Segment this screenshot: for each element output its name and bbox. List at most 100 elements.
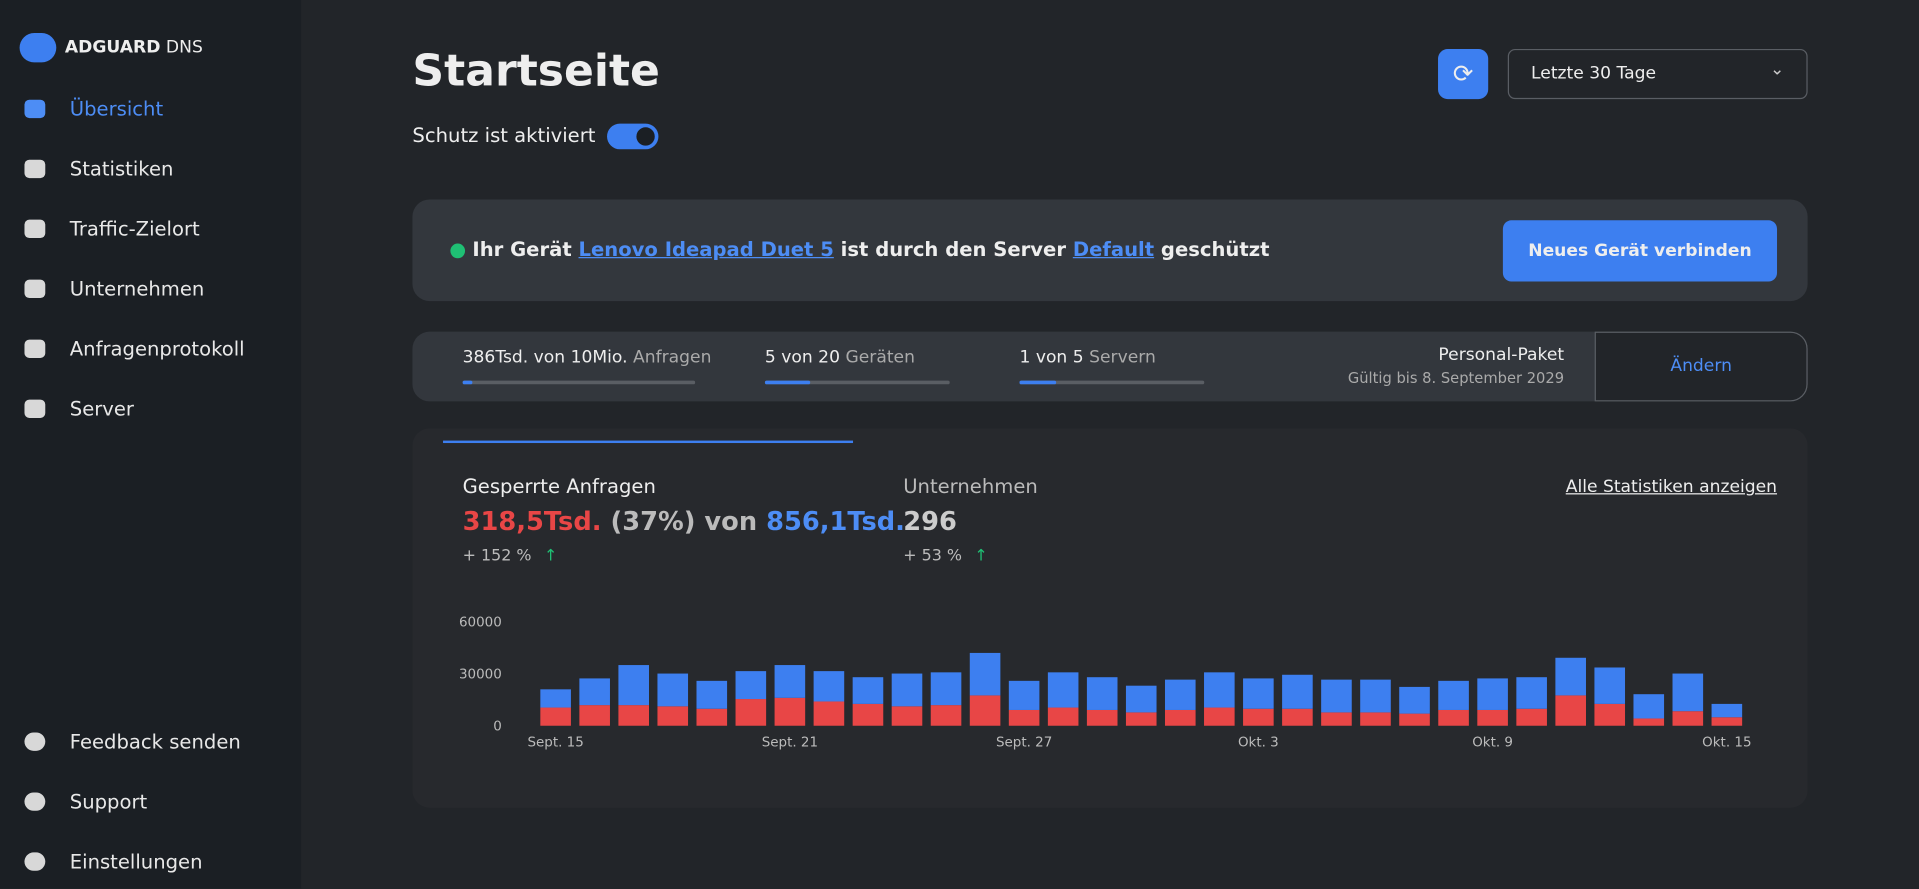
bar-segment <box>774 665 806 698</box>
plan-name: Personal-Paket <box>1438 345 1565 365</box>
nav-item[interactable]: Unternehmen <box>69 277 205 301</box>
protection-label: Schutz ist aktiviert <box>412 123 596 147</box>
bar-segment <box>891 673 923 707</box>
stat-value: 318,5Tsd. (37%) von 856,1Tsd. <box>463 507 905 536</box>
bar-segment <box>813 701 845 726</box>
bar-segment <box>1125 685 1157 713</box>
nav-item[interactable]: Support <box>69 789 148 814</box>
nav-item[interactable]: Anfragenprotokoll <box>69 337 245 361</box>
usage-card <box>412 331 1808 402</box>
nav-icon <box>24 852 46 871</box>
usage-unit: Servern <box>1089 347 1156 368</box>
bar-segment <box>540 689 571 708</box>
bar-segment <box>1594 667 1626 704</box>
bar-segment <box>852 677 884 704</box>
bar-segment <box>618 665 650 706</box>
nav-icon <box>24 219 46 239</box>
nav-item[interactable]: Einstellungen <box>69 849 203 874</box>
bar-segment <box>1204 707 1235 726</box>
bar-segment <box>657 706 689 726</box>
stat-label: Gesperrte Anfragen <box>462 474 656 499</box>
bar-segment <box>1086 677 1118 710</box>
status-dot <box>450 243 466 259</box>
nav-item[interactable]: Feedback senden <box>69 730 241 754</box>
logo <box>19 33 57 63</box>
bar-segment <box>579 705 610 726</box>
usage-unit: Anfragen <box>632 347 712 368</box>
bar-segment <box>1477 709 1508 726</box>
period-value: Letzte 30 Tage <box>1531 63 1657 84</box>
bar-segment <box>1164 679 1196 710</box>
tab-indicator <box>443 440 854 444</box>
plan-valid: Gültig bis 8. September 2029 <box>1347 369 1565 387</box>
text: geschützt <box>1160 237 1270 261</box>
progress <box>764 380 950 385</box>
connect-button[interactable]: Neues Gerät verbinden <box>1502 220 1778 282</box>
usage-amount: 386Tsd. von 10Mio. <box>462 347 628 368</box>
banner-text: Ihr Gerät Lenovo Ideapad Duet 5 ist durc… <box>472 237 1269 260</box>
bar-segment <box>1477 678 1508 710</box>
bar-segment <box>1282 708 1313 726</box>
bar-segment <box>930 705 962 726</box>
bar-segment <box>1125 712 1157 726</box>
brand-product: DNS <box>165 37 203 58</box>
bar-segment <box>1672 711 1704 726</box>
total-value: 856,1Tsd. <box>766 506 905 537</box>
y-tick-label: 0 <box>493 720 502 735</box>
text: Ihr Gerät <box>472 237 572 261</box>
bar-segment <box>852 703 884 726</box>
bar-segment <box>1555 695 1586 726</box>
bar-segment <box>1516 708 1547 726</box>
bar-segment <box>891 706 923 726</box>
bar-segment <box>1633 694 1665 719</box>
bar-segment <box>1321 679 1352 713</box>
refresh-button[interactable]: ⟳ <box>1438 48 1489 100</box>
bar-segment <box>1555 657 1586 696</box>
bar-segment <box>1243 678 1274 709</box>
period-select[interactable]: Letzte 30 Tage ⌄ <box>1507 48 1808 100</box>
bar-segment <box>1399 713 1430 726</box>
usage-stat: 1 von 5 Servern <box>1019 348 1155 368</box>
nav-icon <box>24 99 46 119</box>
bar-segment <box>696 680 728 709</box>
server-link[interactable]: Default <box>1072 237 1155 261</box>
bar-segment <box>735 671 767 700</box>
usage-stat: 5 von 20 Geräten <box>765 348 915 368</box>
page-title: Startseite <box>412 46 660 97</box>
sidebar <box>0 0 302 889</box>
all-stats-link[interactable]: Alle Statistiken anzeigen <box>1565 477 1778 497</box>
stats-card <box>412 428 1808 808</box>
bar-segment <box>1360 712 1391 726</box>
nav-item[interactable]: Traffic-Zielort <box>69 217 200 241</box>
change-button[interactable]: Ändern <box>1594 331 1808 402</box>
brand: ADGUARD DNS <box>65 38 203 58</box>
x-tick-label: Sept. 15 <box>527 736 583 751</box>
bar-segment <box>1047 672 1079 708</box>
bar-segment <box>1282 674 1313 709</box>
bar-segment <box>1516 677 1547 709</box>
bar-segment <box>1711 703 1743 718</box>
bar-segment <box>969 652 1001 696</box>
device-link[interactable]: Lenovo Ideapad Duet 5 <box>578 237 834 261</box>
bar-segment <box>1204 672 1235 708</box>
bar-segment <box>930 672 962 706</box>
nav-item[interactable]: Server <box>69 397 134 421</box>
usage-unit: Geräten <box>845 347 915 368</box>
nav-icon <box>24 792 46 811</box>
chart: 0 30000 60000 Sept. 15 Sept. 21 Sept. 27 Okt. … <box>459 616 1752 751</box>
bar-segment <box>813 671 845 702</box>
bar-segment <box>1360 679 1391 713</box>
toggle[interactable] <box>607 123 659 150</box>
x-tick-label: Okt. 9 <box>1472 736 1513 751</box>
chevron: ⌄ <box>1770 59 1785 80</box>
usage-amount: 5 von 20 <box>764 347 841 368</box>
y-tick-label: 60000 <box>459 616 502 631</box>
nav-item[interactable]: Statistiken <box>69 157 174 181</box>
bar-segment <box>618 705 650 726</box>
nav-icon <box>24 159 46 179</box>
brand-name: ADGUARD <box>64 37 161 58</box>
stat-value: 296 <box>903 506 957 537</box>
progress-fill <box>764 380 811 385</box>
nav-item[interactable]: Übersicht <box>69 97 164 121</box>
